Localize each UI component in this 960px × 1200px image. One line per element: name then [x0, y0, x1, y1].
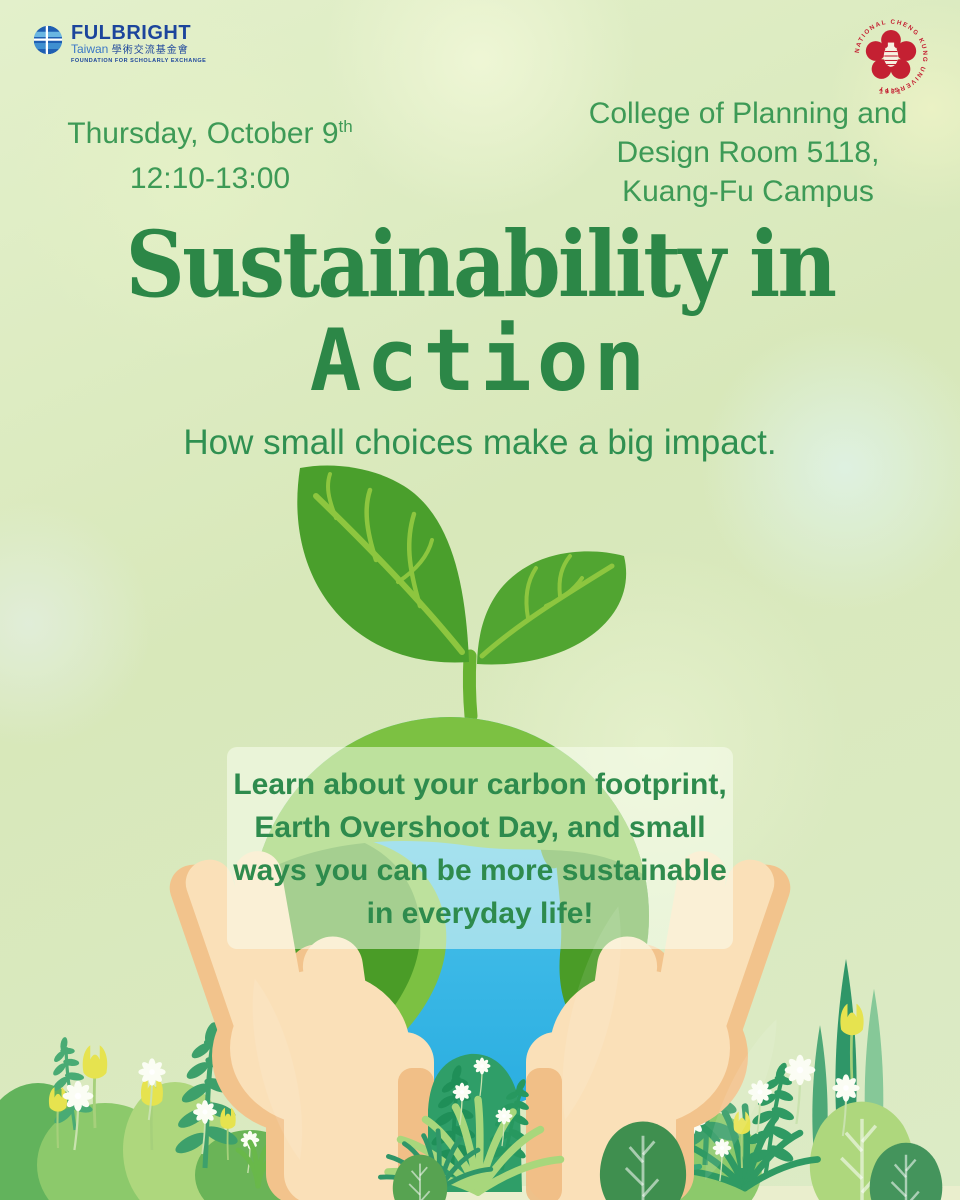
description-line: in everyday life! — [366, 897, 594, 930]
fulbright-wordmark: FULBRIGHT — [71, 22, 192, 44]
poster-title-line1: Sustainability in — [125, 212, 837, 318]
fulbright-logo: FULBRIGHT Taiwan 學術交流基金會 FOUNDATION FOR … — [33, 23, 206, 65]
seal-year: 1931 — [879, 89, 903, 96]
location-line: College of Planning and — [588, 97, 908, 130]
event-location: College of Planning and Design Room 5118… — [556, 94, 940, 211]
event-date-ordinal: th — [338, 117, 353, 136]
event-date: Thursday, October 9th — [34, 104, 386, 156]
poster-subtitle: How small choices make a big impact. — [183, 423, 777, 462]
event-time: 12:10-13:00 — [129, 162, 291, 195]
event-date-text: Thursday, October 9 — [67, 117, 339, 150]
sprout-illustration — [297, 465, 627, 723]
ncku-seal: NATIONAL CHENG KUNG UNIVERSITY 1931 — [854, 19, 927, 96]
fulbright-subtitle: Taiwan 學術交流基金會 — [71, 43, 206, 57]
fulbright-region: Taiwan — [71, 42, 109, 56]
description-box: Learn about your carbon footprint, Earth… — [227, 747, 733, 949]
fulbright-tagline: FOUNDATION FOR SCHOLARLY EXCHANGE — [71, 58, 207, 64]
seal-vase-icon — [883, 42, 899, 67]
fulbright-text-block: FULBRIGHT Taiwan 學術交流基金會 FOUNDATION FOR … — [71, 23, 206, 65]
location-line: Design Room 5118, — [616, 136, 880, 169]
description-line: Earth Overshoot Day, and small — [254, 811, 706, 844]
location-line: Kuang-Fu Campus — [622, 175, 874, 208]
fulbright-chinese: 學術交流基金會 — [111, 45, 189, 56]
event-datetime: Thursday, October 9th 12:10-13:00 — [34, 104, 386, 201]
description-line: Learn about your carbon footprint, — [233, 768, 727, 801]
plum-blossom-icon — [865, 30, 917, 79]
description-line: ways you can be more sustainable — [233, 854, 727, 887]
poster-title-line2: Action — [309, 311, 651, 411]
plants-center-cluster — [380, 1053, 688, 1200]
fulbright-globe-icon — [33, 25, 63, 55]
